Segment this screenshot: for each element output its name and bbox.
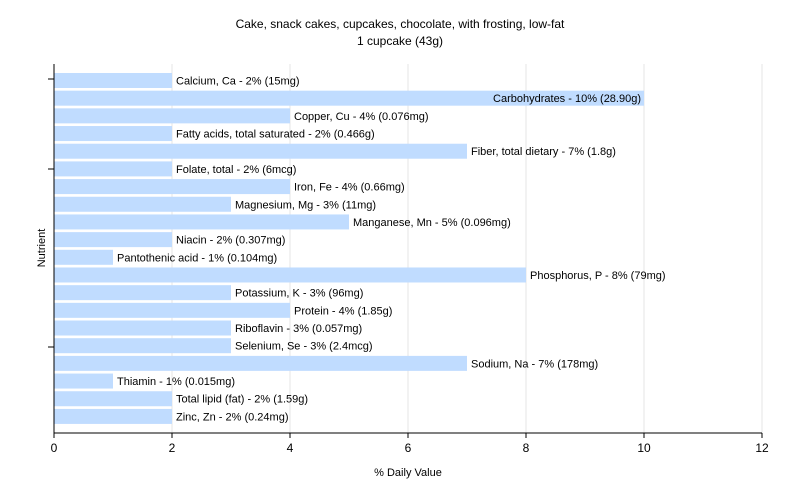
x-tick-label: 8 bbox=[523, 441, 530, 455]
bar-label: Calcium, Ca - 2% (15mg) bbox=[176, 76, 299, 88]
bar bbox=[54, 249, 113, 265]
x-tick-label: 2 bbox=[169, 441, 176, 455]
bar-label: Zinc, Zn - 2% (0.24mg) bbox=[176, 411, 288, 423]
x-tick-label: 12 bbox=[755, 441, 769, 455]
bar bbox=[54, 285, 231, 301]
bar bbox=[54, 267, 526, 283]
chart-subtitle: 1 cupcake (43g) bbox=[357, 34, 443, 48]
bar-label: Magnesium, Mg - 3% (11mg) bbox=[235, 199, 376, 211]
bar-label: Manganese, Mn - 5% (0.096mg) bbox=[353, 217, 511, 229]
x-tick-label: 6 bbox=[405, 441, 412, 455]
bar-label: Niacin - 2% (0.307mg) bbox=[176, 235, 285, 247]
bar bbox=[54, 320, 231, 336]
bar-label: Potassium, K - 3% (96mg) bbox=[235, 288, 363, 300]
axes: 0 2 4 6 8 10 12 bbox=[48, 64, 769, 455]
bar bbox=[54, 108, 290, 124]
bar-label: Phosphorus, P - 8% (79mg) bbox=[530, 270, 666, 282]
bar-label: Thiamin - 1% (0.015mg) bbox=[117, 376, 235, 388]
bar bbox=[54, 179, 290, 195]
bar-label: Total lipid (fat) - 2% (1.59g) bbox=[176, 394, 308, 406]
y-axis-title: Nutrient bbox=[36, 229, 48, 268]
bar bbox=[54, 161, 172, 177]
bar bbox=[54, 214, 349, 230]
bars: Calcium, Ca - 2% (15mg) Carbohydrates - 1… bbox=[54, 73, 666, 424]
bar-label: Carbohydrates - 10% (28.90g) bbox=[493, 93, 641, 105]
x-tick-label: 4 bbox=[287, 441, 294, 455]
bar-label: Riboflavin - 3% (0.057mg) bbox=[235, 323, 362, 335]
bar-label: Sodium, Na - 7% (178mg) bbox=[471, 358, 598, 370]
bar bbox=[54, 196, 231, 212]
bar-label: Protein - 4% (1.85g) bbox=[294, 305, 392, 317]
x-tick-label: 0 bbox=[51, 441, 58, 455]
bar-label: Folate, total - 2% (6mcg) bbox=[176, 164, 296, 176]
bar-label: Fiber, total dietary - 7% (1.8g) bbox=[471, 146, 616, 158]
bar-label: Iron, Fe - 4% (0.66mg) bbox=[294, 182, 405, 194]
bar bbox=[54, 302, 290, 318]
bar bbox=[54, 408, 172, 424]
chart-title: Cake, snack cakes, cupcakes, chocolate, … bbox=[236, 17, 565, 31]
bar bbox=[54, 73, 172, 88]
bar-label: Copper, Cu - 4% (0.076mg) bbox=[294, 111, 429, 123]
grid-lines bbox=[171, 64, 763, 433]
bar-label: Pantothenic acid - 1% (0.104mg) bbox=[117, 252, 277, 264]
bar bbox=[54, 232, 172, 248]
x-tick-label: 10 bbox=[637, 441, 651, 455]
bar bbox=[54, 355, 467, 371]
bar bbox=[54, 373, 113, 389]
bar bbox=[54, 126, 172, 142]
x-axis-title: % Daily Value bbox=[374, 467, 442, 479]
bar bbox=[54, 143, 467, 159]
bar bbox=[54, 338, 231, 354]
bar-label: Selenium, Se - 3% (2.4mcg) bbox=[235, 341, 373, 353]
bar bbox=[54, 391, 172, 407]
bar-label: Fatty acids, total saturated - 2% (0.466… bbox=[176, 129, 375, 141]
bar bbox=[54, 90, 644, 106]
